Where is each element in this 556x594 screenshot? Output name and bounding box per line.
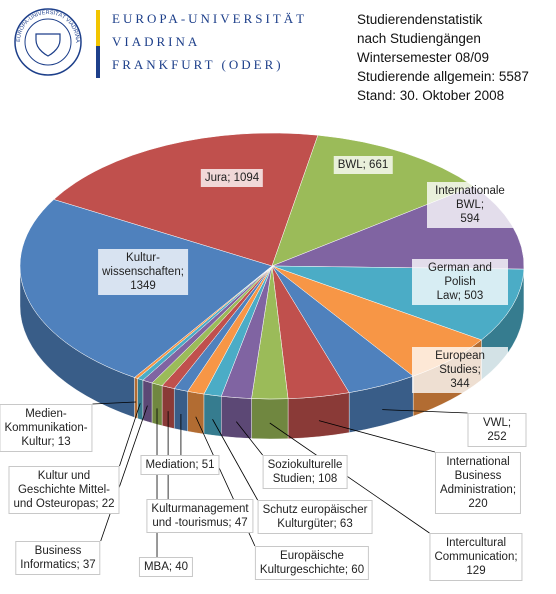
data-label: BWL; 661 [333,156,393,174]
data-label: Kultur und Geschichte Mittel- und Osteur… [8,466,120,514]
data-label: Business Informatics; 37 [15,541,101,575]
slice [271,265,350,439]
slice-side [137,378,144,421]
university-name: EUROPA-UNIVERSITÄT [112,11,307,26]
bar-blue [96,46,100,78]
data-label: Kultur- wissenschaften; 1349 [98,249,188,295]
slice [271,265,414,433]
slice-side [251,398,289,440]
logo-shield [35,33,61,57]
title-line: Stand: 30. Oktober 2008 [357,88,505,103]
data-label: Kulturmanagement und -tourismus; 47 [146,499,254,533]
data-label: Intercultural Communication; 129 [429,533,523,581]
slice-side [221,396,252,439]
leader-line [92,401,137,405]
title-line: nach Studiengängen [357,31,481,46]
slice [137,265,273,421]
slice-side [142,379,153,424]
leader-line [100,405,148,542]
data-label: Jura; 1094 [200,169,264,187]
title-line: Wintersemester 08/09 [357,50,490,65]
data-label: MBA; 40 [138,557,194,577]
leader-line [382,409,468,414]
leader-line [119,403,141,467]
leader-line [318,420,436,453]
leader-line [269,422,430,534]
data-label: Schutz europäischer Kulturgüter; 63 [257,500,373,534]
bar-yellow [96,10,100,46]
logo-ring [14,8,82,76]
university-name: FRANKFURT (ODER) [112,57,284,72]
data-label: German and Polish Law; 503 [412,259,508,305]
data-label: Internationale BWL; 594 [427,182,513,228]
slice-top [271,134,475,267]
title-line: Studierendenstatistik [357,12,483,27]
slice [161,265,273,429]
chart-title: Studierendenstatistik nach Studiengängen W… [357,10,529,105]
slice-side [287,392,350,439]
university-name: VIADRINA [112,34,200,49]
leader-line [212,419,258,501]
slice [173,265,273,432]
data-label: Soziokulturelle Studien; 108 [262,455,348,489]
data-label: International Business Administration; 2… [434,452,522,514]
data-label: Europäische Kulturgeschichte; 60 [254,546,370,580]
slice [271,134,475,267]
data-label: European Studies; 344 [412,347,508,393]
slice-top [53,132,319,267]
slice-side [187,391,205,435]
data-label: VWL; 252 [467,413,527,447]
title-line: Studierende allgemein: 5587 [357,69,529,84]
slice [53,132,319,267]
data-label: Medien- Kommunikation- Kultur; 13 [0,404,93,452]
logo-ring [24,18,72,66]
data-label: Mediation; 51 [140,455,220,475]
logo: EUROPA-UNIVERSITÄT VIADRINA [14,8,82,76]
leader-line [236,421,263,456]
